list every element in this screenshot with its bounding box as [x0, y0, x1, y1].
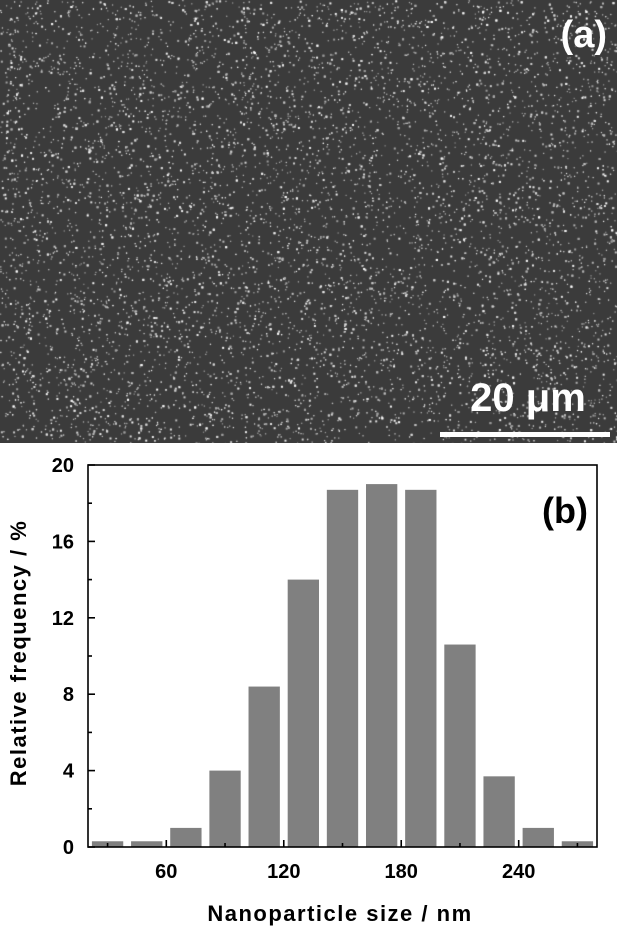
sem-image-panel: (a) 20 μm	[0, 0, 617, 443]
x-axis-label: Nanoparticle size / nm	[207, 901, 472, 926]
panel-label-b: (b)	[542, 490, 588, 531]
panel-label-a: (a)	[560, 14, 607, 56]
y-tick-label: 0	[63, 837, 74, 859]
histogram-bar	[131, 841, 163, 847]
histogram-bar	[522, 827, 554, 847]
y-tick-label: 8	[63, 684, 74, 706]
ticks-group: 0 4 8 12 16 20 60 120 180 240	[52, 455, 579, 883]
histogram-bar	[444, 644, 476, 847]
y-tick-label: 12	[52, 608, 74, 630]
scale-bar-label: 20 μm	[470, 376, 586, 420]
bars-group	[91, 484, 594, 847]
scale-bar	[440, 432, 610, 437]
histogram-bar	[170, 827, 202, 847]
sem-micrograph	[0, 0, 617, 443]
y-tick-label: 16	[52, 531, 74, 553]
x-tick-label: 60	[155, 861, 177, 883]
x-tick-label: 180	[385, 861, 418, 883]
histogram-panel: 0 4 8 12 16 20 60 120 180 240 (b) Nanoparticle si…	[0, 443, 617, 927]
y-tick-label: 20	[52, 455, 74, 477]
histogram-chart: 0 4 8 12 16 20 60 120 180 240 (b) Nanoparticle si…	[6, 455, 598, 926]
histogram-bar	[287, 579, 320, 847]
x-tick-label: 240	[502, 861, 535, 883]
histogram-bar	[326, 489, 359, 847]
x-tick-label: 120	[267, 861, 300, 883]
histogram-bar	[365, 484, 398, 847]
histogram-bar	[248, 686, 280, 847]
y-axis-label: Relative frequency / %	[6, 520, 31, 787]
histogram-bar	[483, 776, 515, 847]
y-tick-label: 4	[63, 761, 75, 783]
histogram-bar	[405, 489, 437, 847]
histogram-bar	[209, 770, 241, 847]
